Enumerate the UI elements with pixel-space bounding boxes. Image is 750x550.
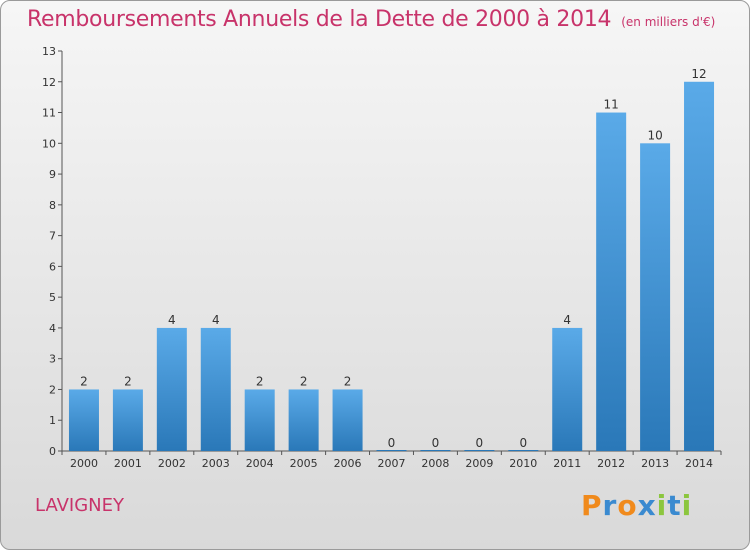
chart-subtitle: (en milliers d'€)	[621, 15, 716, 29]
bar	[596, 112, 627, 452]
bar	[640, 143, 671, 452]
data-label: 2	[80, 374, 88, 388]
y-tick-label: 6	[49, 260, 56, 273]
data-label: 4	[212, 313, 220, 327]
y-tick-label: 2	[49, 383, 56, 396]
y-tick-label: 13	[42, 45, 56, 58]
chart-title: Remboursements Annuels de la Dette de 20…	[27, 7, 715, 32]
data-label: 2	[124, 374, 132, 388]
logo-letter: o	[617, 489, 638, 522]
y-tick-label: 7	[49, 230, 56, 243]
y-tick-label: 0	[49, 445, 56, 458]
x-tick-label: 2010	[509, 457, 537, 470]
bar	[112, 389, 143, 451]
x-tick-label: 2001	[114, 457, 142, 470]
data-label: 2	[300, 374, 308, 388]
bar	[156, 327, 187, 451]
data-label: 2	[344, 374, 352, 388]
y-tick-label: 11	[42, 107, 56, 120]
y-tick-label: 1	[49, 414, 56, 427]
x-tick-label: 2013	[641, 457, 669, 470]
y-tick-label: 9	[49, 168, 56, 181]
logo-letter: r	[602, 489, 618, 522]
logo-letter: t	[667, 489, 682, 522]
data-label: 0	[476, 436, 484, 450]
logo-letter: P	[581, 489, 603, 522]
x-tick-label: 2002	[158, 457, 186, 470]
data-label: 2	[256, 374, 264, 388]
x-tick-label: 2009	[465, 457, 493, 470]
proxiti-logo: Proxiti	[581, 489, 692, 522]
data-labels: 2 2 4 4 2 2 2 0 0 0 0 4 11 10 12	[80, 67, 707, 450]
data-label: 4	[563, 313, 571, 327]
y-tick-label: 10	[42, 137, 56, 150]
bar	[244, 389, 275, 451]
x-tick-label: 2000	[70, 457, 98, 470]
bar	[420, 450, 451, 451]
y-tick-label: 8	[49, 199, 56, 212]
x-tick-label: 2012	[597, 457, 625, 470]
bar	[464, 450, 495, 451]
bar	[332, 389, 363, 451]
data-label: 10	[647, 128, 662, 142]
data-label: 0	[519, 436, 527, 450]
x-tick-label: 2011	[553, 457, 581, 470]
y-tick-label: 4	[49, 322, 56, 335]
bar	[552, 327, 583, 451]
data-label: 0	[432, 436, 440, 450]
bar	[288, 389, 319, 451]
x-tick-label: 2004	[246, 457, 274, 470]
data-label: 12	[691, 67, 706, 81]
logo-letter: i	[681, 489, 693, 522]
bar	[200, 327, 231, 451]
commune-name: LAVIGNEY	[35, 495, 125, 516]
y-tick-label: 5	[49, 291, 56, 304]
bar	[684, 81, 715, 452]
x-tick-label: 2005	[290, 457, 318, 470]
bar	[508, 450, 539, 451]
y-tick-label: 12	[42, 76, 56, 89]
x-tick-label: 2007	[378, 457, 406, 470]
logo-letter: i	[656, 489, 668, 522]
bars	[68, 81, 715, 452]
data-label: 4	[168, 313, 176, 327]
x-tick-label: 2003	[202, 457, 230, 470]
x-tick-label: 2008	[421, 457, 449, 470]
x-tick-label: 2014	[685, 457, 713, 470]
x-tick-label: 2006	[334, 457, 362, 470]
y-tick-label: 3	[49, 353, 56, 366]
data-label: 11	[604, 98, 619, 112]
chart-title-text: Remboursements Annuels de la Dette de 20…	[27, 7, 612, 32]
data-label: 0	[388, 436, 396, 450]
bar	[376, 450, 407, 451]
bar	[68, 389, 99, 451]
logo-letter: x	[637, 489, 657, 522]
